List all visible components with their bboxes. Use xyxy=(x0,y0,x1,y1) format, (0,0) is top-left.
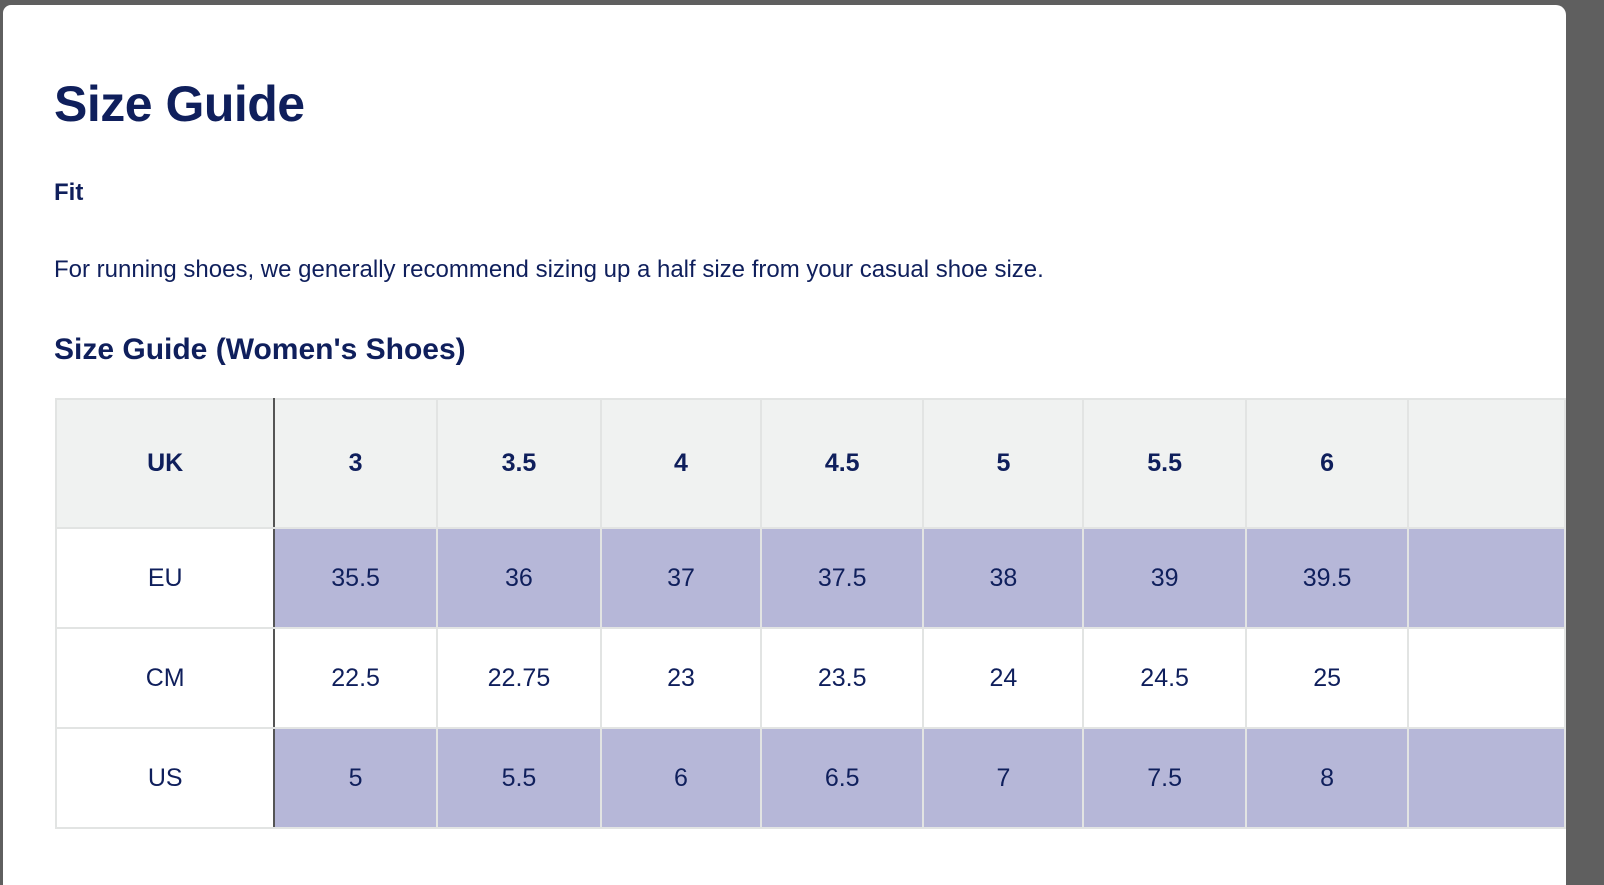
header-cell: 4 xyxy=(600,398,762,529)
table-header-row: UK 3 3.5 4 4.5 5 5.5 6 xyxy=(54,398,1566,529)
table-cell: 37 xyxy=(600,527,762,629)
table-cell: 23.5 xyxy=(759,627,925,729)
table-cell: 38 xyxy=(922,527,1085,629)
table-cell xyxy=(1407,627,1566,729)
table-cell: 25 xyxy=(1244,627,1410,729)
table-cell: 39.5 xyxy=(1244,527,1410,629)
row-label: EU xyxy=(54,527,276,629)
fit-description: For running shoes, we generally recommen… xyxy=(54,256,1044,283)
size-table: UK 3 3.5 4 4.5 5 5.5 6 EU 35.5 36 37 37.… xyxy=(54,398,1566,829)
header-cell: 4.5 xyxy=(759,398,925,529)
table-cell: 5.5 xyxy=(435,727,603,829)
header-label: UK xyxy=(54,398,276,529)
page-title: Size Guide xyxy=(54,76,305,132)
table-cell: 23 xyxy=(600,627,762,729)
table-cell: 39 xyxy=(1082,527,1247,629)
table-cell: 6.5 xyxy=(759,727,925,829)
row-label: US xyxy=(54,727,276,829)
table-cell: 7.5 xyxy=(1082,727,1247,829)
table-cell: 5 xyxy=(273,727,438,829)
table-cell: 36 xyxy=(435,527,603,629)
table-cell: 24.5 xyxy=(1082,627,1247,729)
table-cell xyxy=(1407,527,1566,629)
size-guide-modal: Size Guide Fit For running shoes, we gen… xyxy=(3,5,1566,885)
header-cell: 6 xyxy=(1244,398,1410,529)
table-row: EU 35.5 36 37 37.5 38 39 39.5 xyxy=(54,527,1566,629)
header-cell xyxy=(1407,398,1566,529)
header-cell: 5 xyxy=(922,398,1085,529)
header-cell: 3 xyxy=(273,398,438,529)
table-cell: 37.5 xyxy=(759,527,925,629)
header-cell: 5.5 xyxy=(1082,398,1247,529)
table-cell: 6 xyxy=(600,727,762,829)
table-row: CM 22.5 22.75 23 23.5 24 24.5 25 xyxy=(54,627,1566,729)
table-cell: 22.75 xyxy=(435,627,603,729)
table-cell: 8 xyxy=(1244,727,1410,829)
header-cell: 3.5 xyxy=(435,398,603,529)
table-cell xyxy=(1407,727,1566,829)
table-cell: 24 xyxy=(922,627,1085,729)
table-heading: Size Guide (Women's Shoes) xyxy=(54,333,466,366)
table-cell: 35.5 xyxy=(273,527,438,629)
table-row: US 5 5.5 6 6.5 7 7.5 8 xyxy=(54,727,1566,829)
table-cell: 22.5 xyxy=(273,627,438,729)
table-cell: 7 xyxy=(922,727,1085,829)
row-label: CM xyxy=(54,627,276,729)
fit-heading: Fit xyxy=(54,179,84,206)
